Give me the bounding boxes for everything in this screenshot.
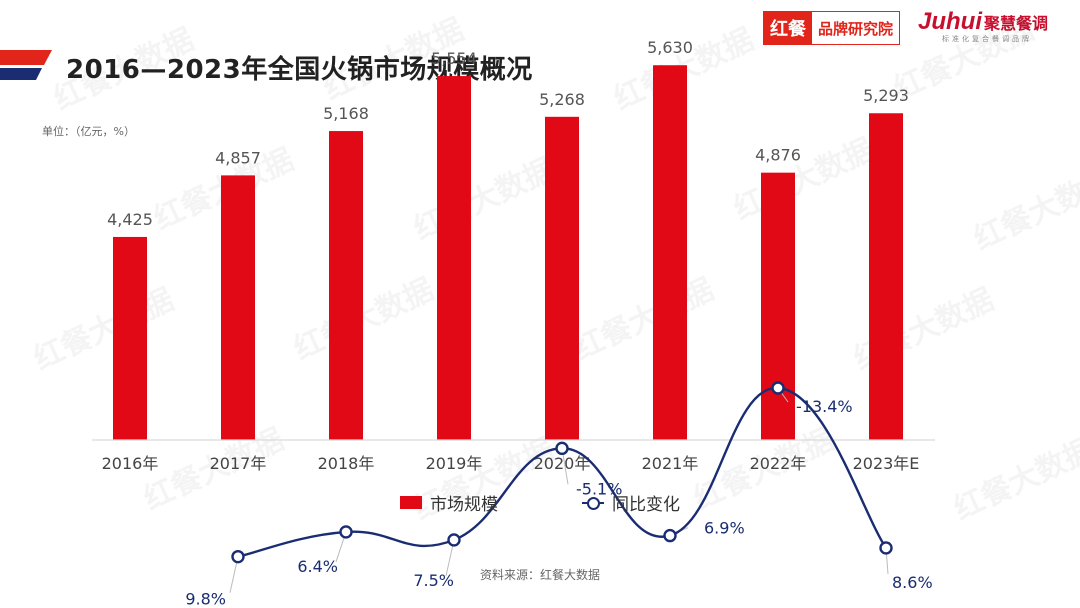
line-point <box>555 441 569 456</box>
bar <box>437 76 471 441</box>
x-tick-label: 2020年 <box>534 454 591 473</box>
line-value-label: 7.5% <box>413 571 454 590</box>
bar <box>761 172 795 441</box>
legend-bar-swatch <box>400 496 422 509</box>
juhui-logo-tagline: 标准化复合餐调品牌 <box>942 35 1032 43</box>
hongcan-logo-text: 品牌研究院 <box>812 12 900 44</box>
line-value-label: -13.4% <box>796 397 853 416</box>
bar-value-label: 5,554 <box>431 49 477 68</box>
x-tick-label: 2018年 <box>318 454 375 473</box>
line-point <box>879 541 893 555</box>
bar <box>329 131 363 440</box>
x-tick-label: 2021年 <box>642 454 699 473</box>
x-tick-label: 2017年 <box>210 454 267 473</box>
line-value-label: 6.9% <box>704 519 745 538</box>
juhui-logo: Juhui 聚慧餐调 标准化复合餐调品牌 <box>918 8 1068 44</box>
bar <box>869 113 903 440</box>
legend-item-line: 同比变化 <box>582 490 680 515</box>
bar-value-label: 5,168 <box>323 104 369 123</box>
bar-value-label: 5,630 <box>647 38 693 57</box>
legend-line-swatch <box>582 496 604 510</box>
bar <box>545 116 579 440</box>
legend: 市场规模 同比变化 <box>0 490 1080 515</box>
line-value-label: 9.8% <box>185 590 226 608</box>
yoy-value-labels: 9.8% 6.4% 7.5% -5.1% 6.9% -13.4% 8.6% <box>185 397 932 608</box>
unit-label: 单位：（亿元，%） <box>42 125 135 138</box>
watermark-text: 红餐大数据 <box>409 152 560 247</box>
bar-value-labels: 4,425 4,857 5,168 5,554 5,268 5,630 4,876 5,293 <box>107 38 909 229</box>
x-tick-labels: 2016年 2017年 2018年 2019年 2020年 2021年 2022年 2023年… <box>102 454 920 473</box>
line-point <box>771 381 785 395</box>
bar <box>221 175 255 440</box>
bar-value-label: 4,876 <box>755 146 801 165</box>
bar-value-label: 4,857 <box>215 148 261 167</box>
line-value-label: -5.1% <box>576 479 622 498</box>
juhui-logo-text: 聚慧餐调 <box>984 14 1049 33</box>
legend-bar-label: 市场规模 <box>430 495 498 515</box>
watermark-text: 红餐大数据 <box>29 282 180 377</box>
hongcan-logo-mark: 红餐 <box>764 12 812 44</box>
bar <box>653 65 687 440</box>
watermark-text: 红餐大数据 <box>969 162 1080 257</box>
x-tick-label: 2016年 <box>102 454 159 473</box>
watermark-text: 红餐大数据 <box>569 272 720 367</box>
bar-value-label: 5,268 <box>539 90 585 109</box>
hongcan-logo: 红餐 品牌研究院 <box>763 11 901 45</box>
source-note: 资料来源：红餐大数据 <box>479 568 600 582</box>
legend-line-label: 同比变化 <box>612 495 680 515</box>
line-point <box>447 533 461 547</box>
watermark-text: 红餐大数据 <box>49 22 200 117</box>
watermark-text: 红餐大数据 <box>729 132 880 227</box>
line-value-label: 8.6% <box>892 573 933 592</box>
x-tick-label: 2019年 <box>426 454 483 473</box>
bar-value-label: 4,425 <box>107 210 153 229</box>
bar <box>113 236 147 440</box>
bar-series <box>113 65 903 441</box>
bar-value-label: 5,293 <box>863 86 909 105</box>
x-tick-label: 2022年 <box>750 454 807 473</box>
watermark-text: 红餐大数据 <box>889 12 1040 107</box>
line-point <box>339 525 353 539</box>
line-point <box>231 549 245 564</box>
title-flag <box>0 50 52 80</box>
line-point <box>663 528 677 543</box>
legend-item-bar: 市场规模 <box>400 490 498 515</box>
watermark-text: 红餐大数据 <box>289 272 440 367</box>
line-value-label: 6.4% <box>297 557 338 576</box>
juhui-logo-mark: Juhui <box>918 8 982 35</box>
yoy-points <box>231 381 893 564</box>
x-tick-label: 2023年E <box>853 454 920 473</box>
